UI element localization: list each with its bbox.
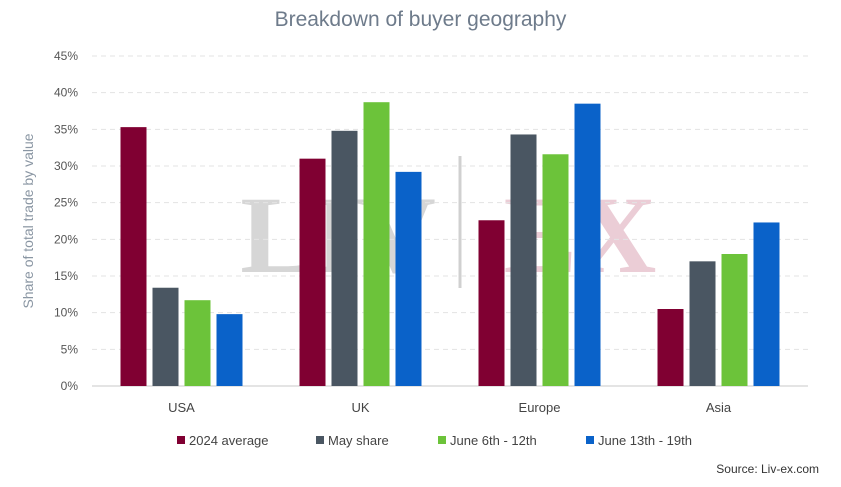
legend-swatch [586, 436, 594, 444]
y-tick-label: 15% [54, 269, 78, 283]
legend-label: June 6th - 12th [450, 433, 537, 448]
bar [574, 103, 601, 387]
y-axis-ticks: 0% 5% 10% 15% 20% 25% 30% 35% 40% 45% [54, 49, 78, 393]
y-tick-label: 25% [54, 196, 78, 210]
legend: 2024 average May share June 6th - 12th June… [177, 433, 692, 448]
bar [299, 158, 326, 386]
legend-swatch [177, 436, 185, 444]
bar [721, 254, 748, 386]
legend-label: June 13th - 19th [598, 433, 692, 448]
x-tick-label: USA [168, 400, 195, 415]
x-tick-label: UK [351, 400, 369, 415]
y-tick-label: 45% [54, 49, 78, 63]
bar [689, 261, 716, 386]
bar [331, 130, 358, 386]
bar [478, 220, 505, 386]
legend-swatch [438, 436, 446, 444]
x-tick-label: Asia [706, 400, 732, 415]
bar [152, 287, 179, 386]
bar [753, 222, 780, 386]
bar [395, 171, 422, 386]
legend-label: 2024 average [189, 433, 269, 448]
bar [542, 154, 569, 386]
gridlines [92, 55, 808, 387]
y-axis-label: Share of total trade by value [20, 133, 36, 308]
bar [657, 309, 684, 386]
bar [120, 127, 147, 386]
bar [363, 102, 390, 386]
y-tick-label: 35% [54, 122, 78, 136]
bar [510, 134, 537, 386]
y-tick-label: 0% [61, 379, 79, 393]
bar [184, 300, 211, 386]
chart-title: Breakdown of buyer geography [274, 8, 567, 31]
bar [216, 314, 243, 386]
legend-swatch [316, 436, 324, 444]
legend-label: May share [328, 433, 389, 448]
y-tick-label: 10% [54, 306, 78, 320]
y-tick-label: 30% [54, 159, 78, 173]
y-tick-label: 20% [54, 232, 78, 246]
y-tick-label: 5% [61, 342, 79, 356]
x-tick-label: Europe [519, 400, 561, 415]
bars [120, 102, 780, 387]
x-axis-ticks: USA UK Europe Asia [168, 400, 732, 415]
y-tick-label: 40% [54, 86, 78, 100]
source-note: Source: Liv-ex.com [716, 462, 819, 476]
